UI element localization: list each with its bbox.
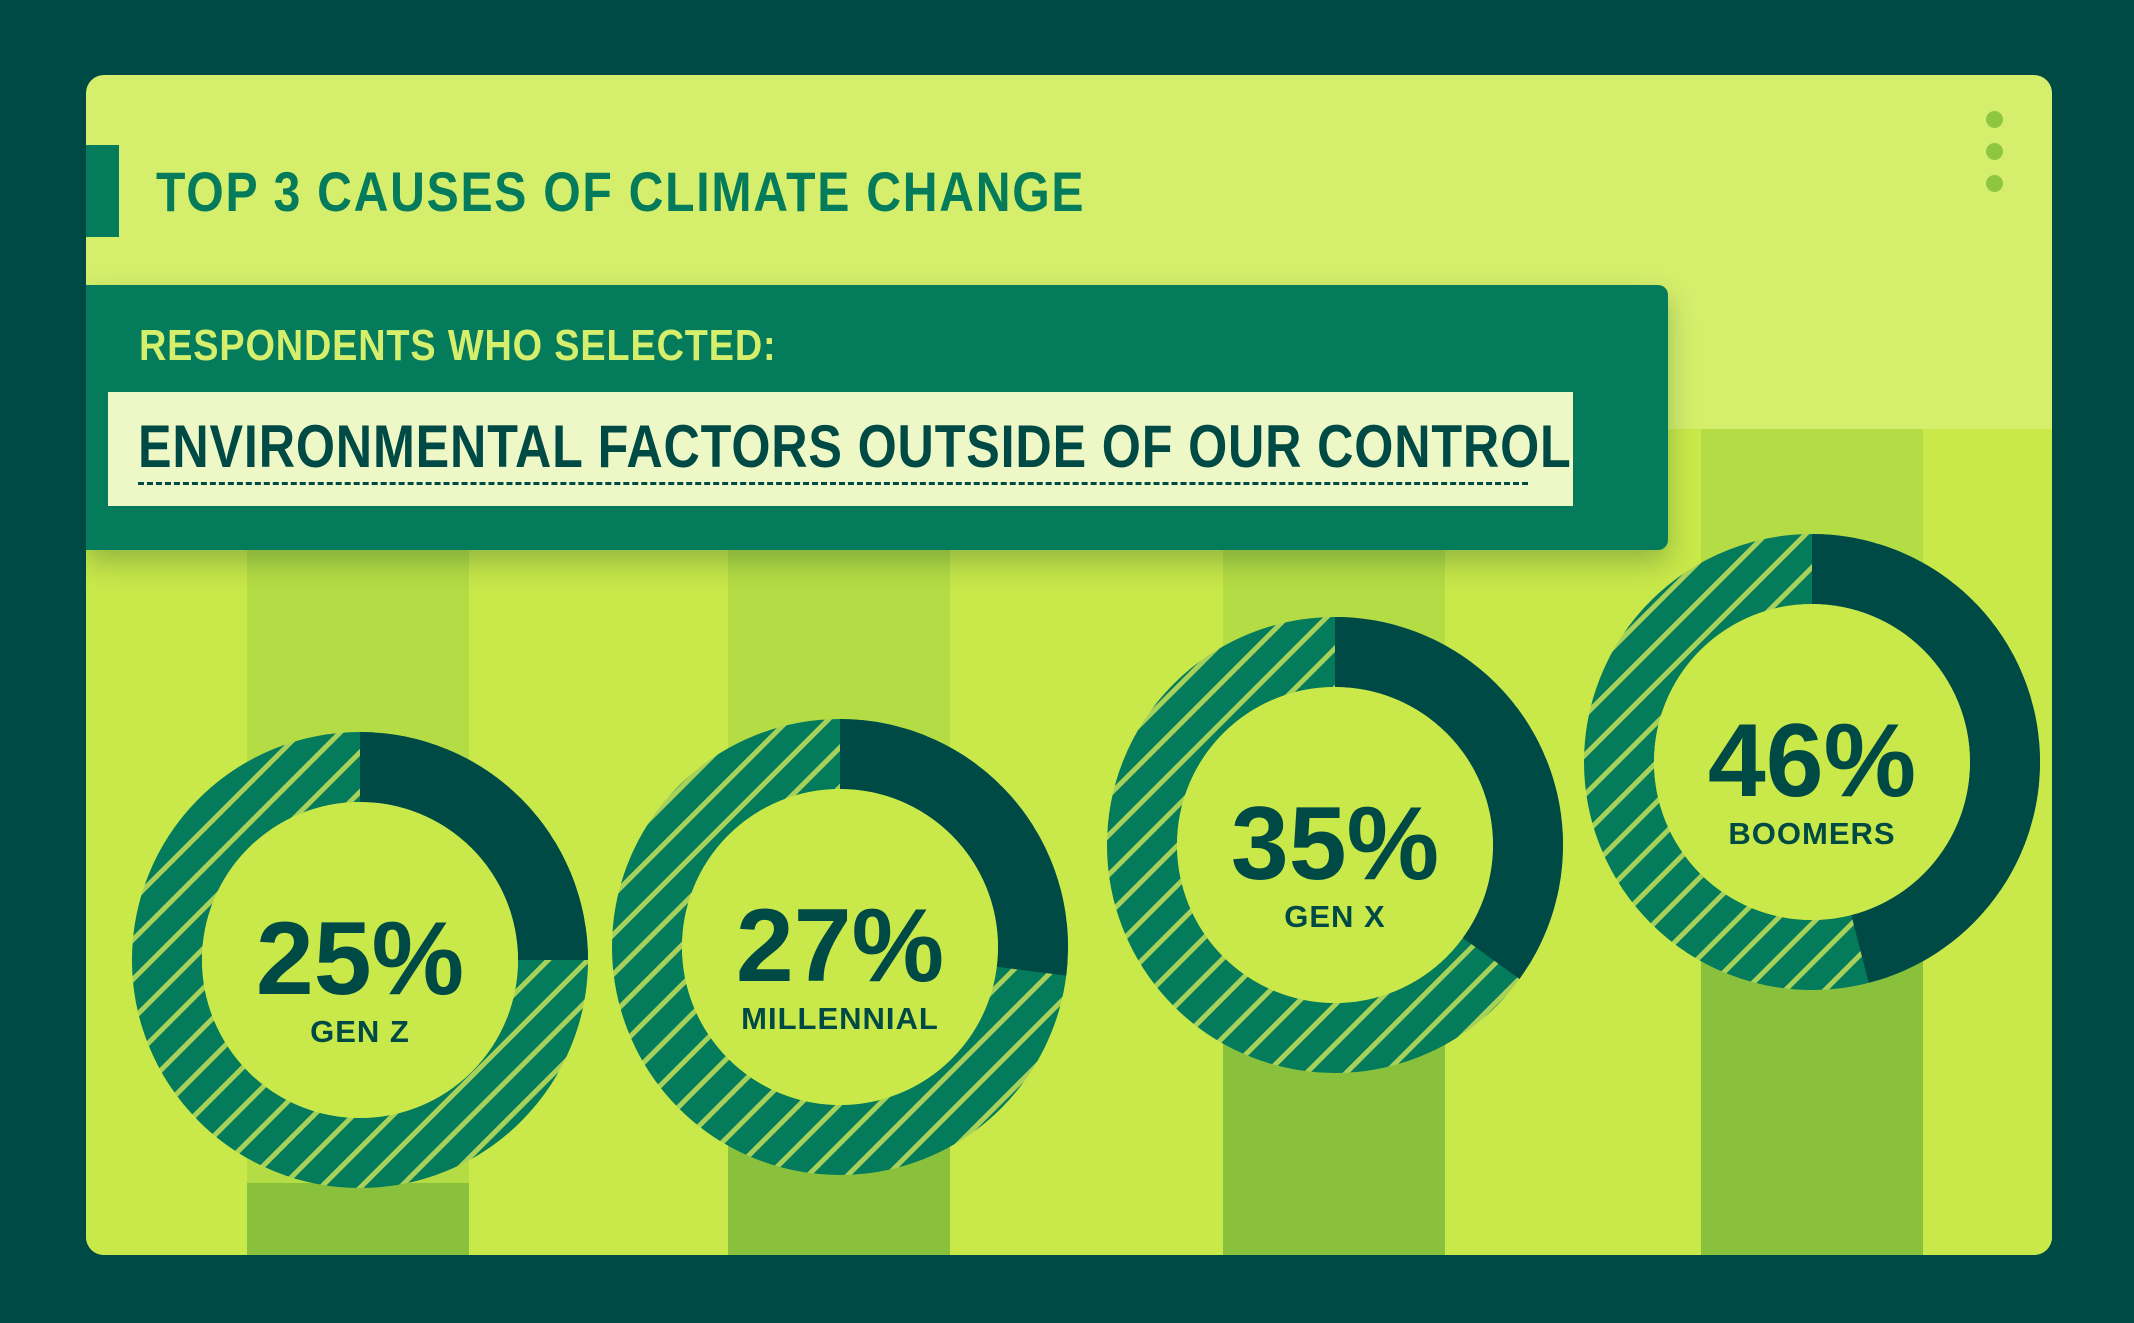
donut-millennial: 27%MILLENNIAL	[612, 719, 1068, 1175]
selection-label: RESPONDENTS WHO SELECTED:	[139, 321, 777, 370]
donut-value-label: 35%	[1231, 786, 1439, 902]
title-accent-bar	[86, 145, 119, 237]
selected-option: ENVIRONMENTAL FACTORS OUTSIDE OF OUR CON…	[138, 413, 1572, 480]
donut-value-label: 25%	[256, 901, 464, 1017]
donut-slice	[1812, 534, 2040, 983]
page-title: TOP 3 CAUSES OF CLIMATE CHANGE	[156, 160, 1086, 223]
dot	[1986, 111, 2003, 128]
dashed-underline	[138, 482, 1528, 485]
selection-panel: RESPONDENTS WHO SELECTED: ENVIRONMENTAL …	[86, 285, 1668, 550]
donut-value-label: 46%	[1708, 703, 1916, 819]
dot	[1986, 175, 2003, 192]
donut-hole	[682, 789, 998, 1105]
donut-category-label: MILLENNIAL	[741, 1001, 939, 1036]
donut-category-label: GEN X	[1284, 899, 1385, 934]
donut-hole	[1177, 687, 1493, 1003]
donut-category-label: BOOMERS	[1728, 816, 1895, 851]
donut-slice	[360, 732, 588, 960]
vertical-ellipsis-icon[interactable]	[1986, 111, 2004, 207]
column-band-lower	[247, 1183, 469, 1255]
donut-slice	[1335, 617, 1564, 980]
donut-hole	[1654, 604, 1970, 920]
donut-slice	[840, 719, 1068, 976]
donut-value-label: 27%	[736, 888, 944, 1004]
donut-boomers: 46%BOOMERS	[1584, 534, 2040, 990]
selected-option-box[interactable]: ENVIRONMENTAL FACTORS OUTSIDE OF OUR CON…	[108, 392, 1573, 506]
donut-category-label: GEN Z	[310, 1014, 410, 1049]
donut-hole	[202, 802, 518, 1118]
dot	[1986, 143, 2003, 160]
donut-gen-x: 35%GEN X	[1107, 617, 1564, 1073]
donut-gen-z: 25%GEN Z	[132, 732, 588, 1188]
